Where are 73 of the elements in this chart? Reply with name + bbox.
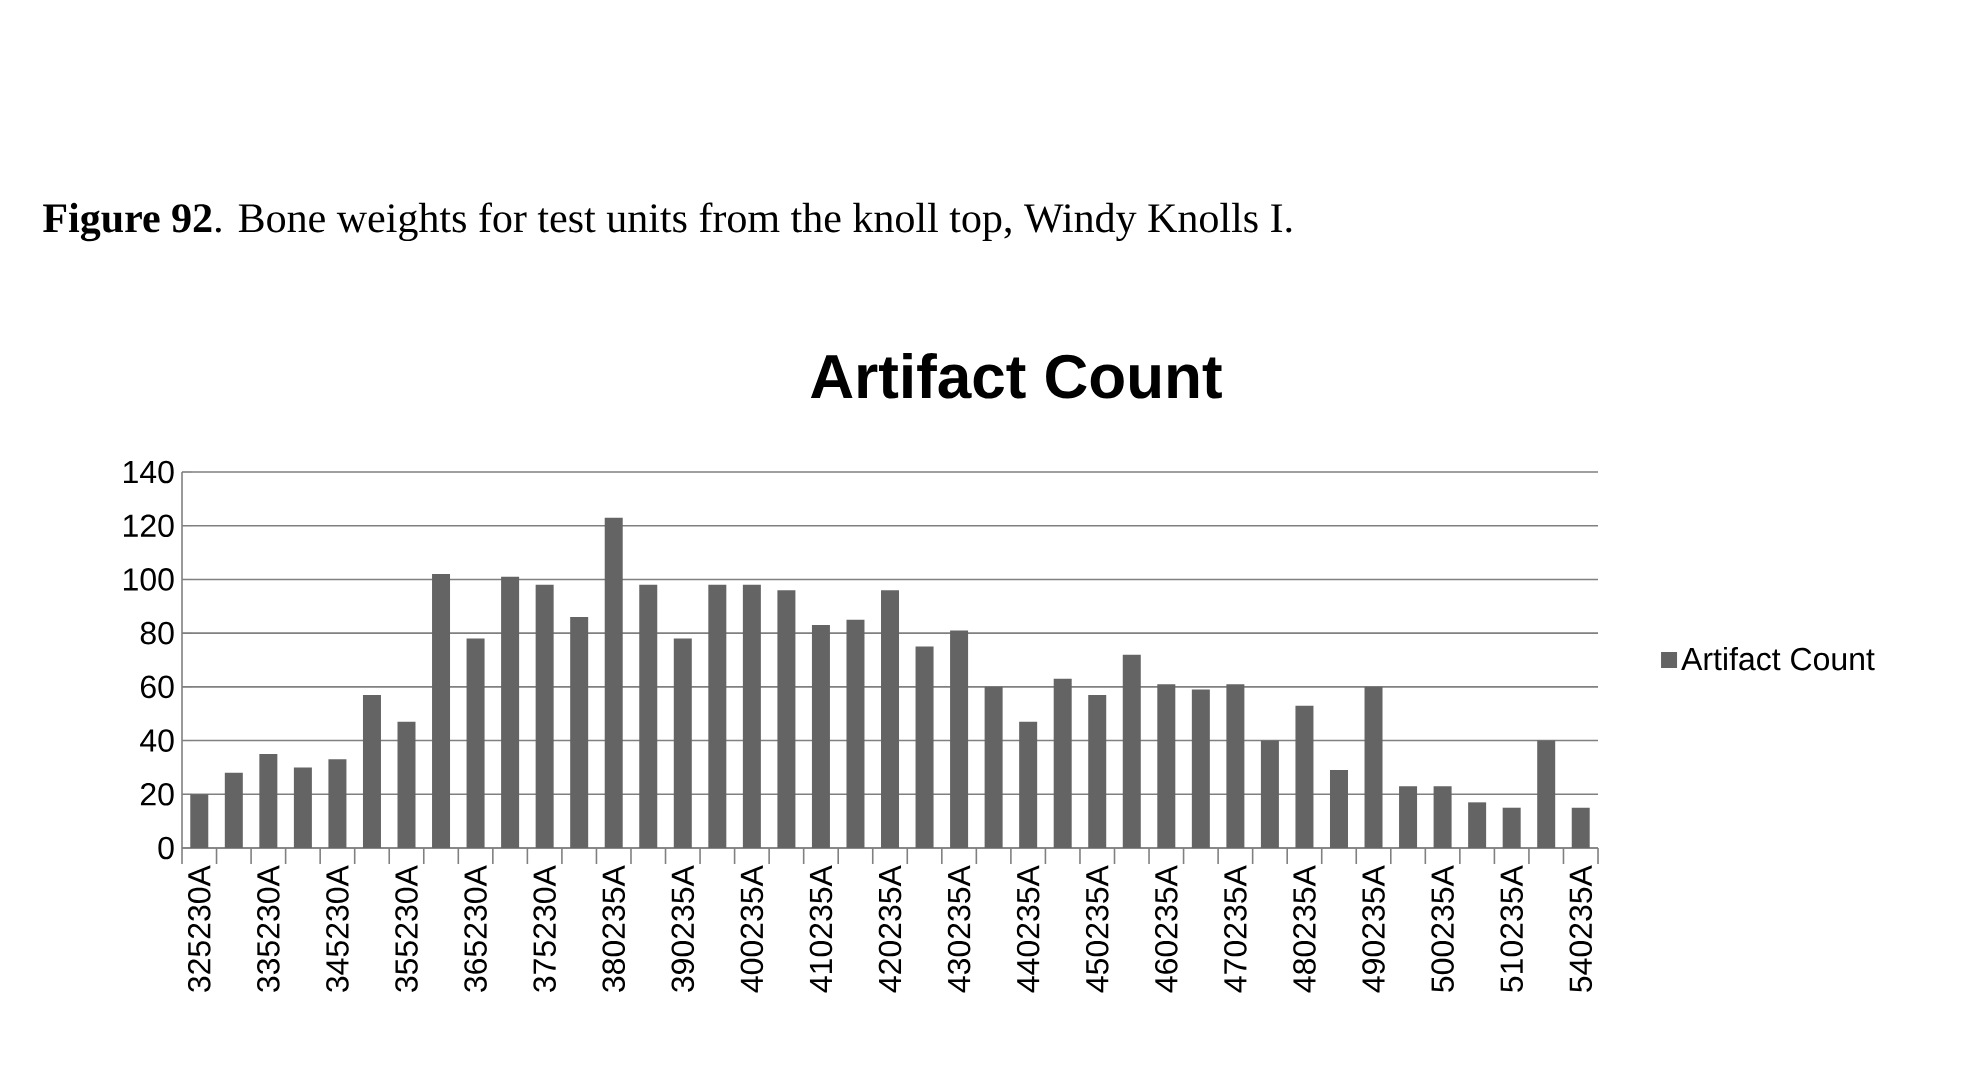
x-tick-label: 470235A [1224, 865, 1247, 993]
bar [742, 584, 761, 848]
x-tick-label: 540235A [1569, 865, 1593, 992]
bar [535, 584, 554, 848]
x-tick-label: 420235A [878, 865, 902, 993]
bar [1571, 807, 1590, 848]
bar [984, 686, 1003, 848]
bar [362, 694, 381, 848]
x-tick-label: 460235A [1154, 865, 1178, 993]
bar [1053, 678, 1072, 848]
x-tick-label: 355230A [395, 865, 418, 992]
x-tick-label: 440235A [1016, 865, 1040, 993]
bar [881, 590, 900, 848]
bar [1019, 721, 1038, 848]
bar [1088, 694, 1107, 848]
bar [1468, 802, 1487, 848]
bar [293, 767, 312, 848]
x-tick-label: 480235A [1293, 865, 1316, 993]
x-tick-label: 335230A [257, 865, 280, 992]
bar [846, 619, 865, 848]
bar [1364, 686, 1383, 848]
bar [1157, 684, 1176, 848]
bar [1399, 786, 1418, 848]
bar [1502, 807, 1521, 848]
x-tick-label: 390235A [671, 865, 695, 992]
bar [1226, 684, 1245, 848]
bar [397, 721, 416, 848]
bar [811, 625, 830, 848]
x-tick-label: 400235A [740, 865, 764, 993]
x-tick-label: 375230A [533, 865, 556, 992]
x-tick-label: 380235A [602, 865, 626, 992]
bar [673, 638, 692, 848]
x-tick-label: 410235A [809, 865, 833, 993]
bar [328, 759, 347, 848]
bar [1260, 740, 1279, 848]
x-tick-label: 500235A [1431, 865, 1454, 992]
bar [1122, 654, 1141, 848]
bar [1295, 705, 1314, 848]
y-tick-label: 20 [140, 782, 174, 806]
bar [777, 590, 796, 848]
x-tick-label: 510235A [1500, 865, 1523, 992]
y-tick-label: 120 [124, 514, 174, 538]
bar [708, 584, 727, 848]
y-tick-label: 80 [140, 621, 174, 645]
bar [1433, 786, 1452, 848]
y-tick-label: 100 [124, 568, 174, 591]
bar [432, 574, 451, 848]
bar [501, 576, 520, 848]
y-tick-label: 0 [158, 836, 174, 860]
bar [1537, 740, 1556, 848]
x-tick-label: 430235A [947, 865, 971, 993]
text: Figure 92. Bone weights for test units from the knoll top, Windy Knolls I. [43, 202, 1292, 242]
bar [1329, 770, 1348, 848]
bar [224, 772, 243, 848]
x-tick-label: 490235A [1362, 865, 1385, 993]
y-tick-label: 140 [124, 460, 174, 484]
bar [466, 638, 485, 848]
x-tick-label: 450235A [1085, 865, 1109, 993]
bar [1191, 689, 1210, 848]
bar [259, 754, 278, 848]
bar [570, 617, 589, 848]
y-tick-label: 40 [140, 729, 174, 752]
bar [190, 794, 209, 848]
legend-label: Artifact Count [1681, 646, 1875, 671]
x-tick-label: 345230A [326, 865, 349, 992]
bar [950, 630, 969, 848]
y-tick-label: 60 [140, 675, 174, 699]
bar [915, 646, 934, 848]
chart-title: Artifact Count [810, 353, 1222, 399]
x-tick-label: 365230A [464, 865, 487, 992]
bar [604, 517, 623, 848]
x-tick-label: 325230A [187, 865, 211, 992]
bar [639, 584, 658, 848]
